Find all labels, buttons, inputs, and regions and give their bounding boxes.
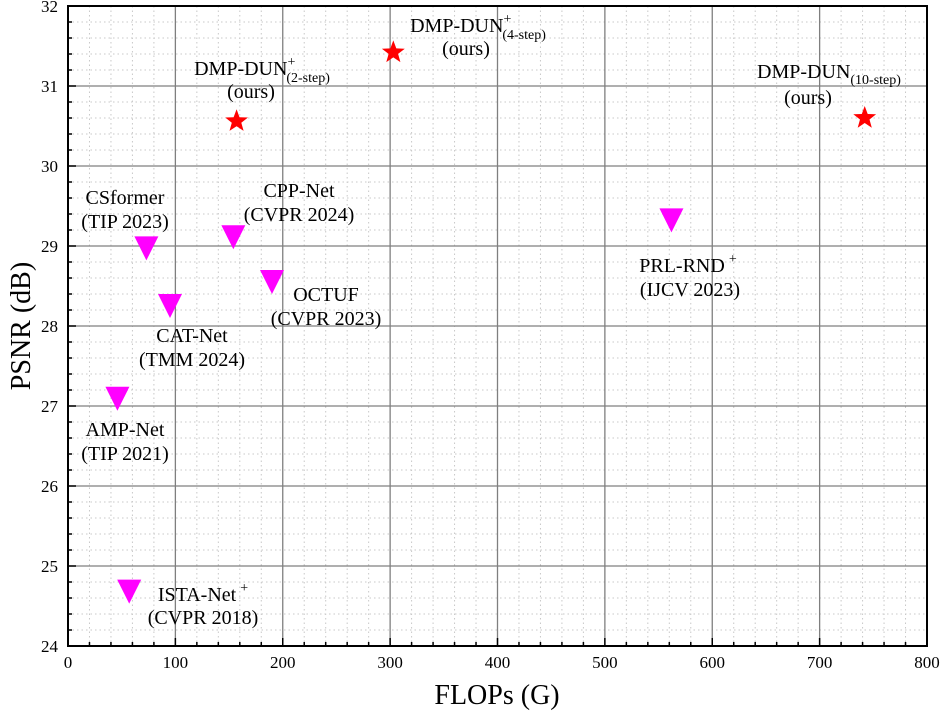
x-tick-label: 300	[377, 653, 403, 672]
y-tick-label: 24	[41, 637, 59, 656]
point-note: (TMM 2024)	[139, 349, 245, 371]
y-tick-label: 29	[41, 237, 58, 256]
x-tick-label: 200	[270, 653, 296, 672]
point-note: (ours)	[227, 81, 275, 103]
point-label: DMP-DUN+ (4-step)	[410, 12, 546, 43]
point-label: ISTA-Net +	[158, 581, 248, 606]
x-tick-label: 0	[64, 653, 73, 672]
data-markers	[105, 40, 877, 604]
star-marker-icon	[225, 109, 248, 131]
point-note: (ours)	[784, 87, 832, 109]
triangle-down-marker-icon	[260, 270, 285, 294]
x-tick-label: 100	[163, 653, 189, 672]
y-tick-labels: 24 25 26 27 28 29 30 31 32	[41, 0, 59, 656]
triangle-down-marker-icon	[134, 236, 159, 261]
triangle-down-marker-icon	[117, 579, 142, 604]
y-tick-label: 25	[41, 557, 58, 576]
triangle-down-marker-icon	[158, 294, 183, 318]
point-label: PRL-RND +	[639, 252, 737, 277]
star-marker-icon	[853, 106, 877, 128]
star-marker-icon	[381, 40, 405, 63]
point-note: (TIP 2021)	[81, 443, 169, 465]
y-tick-label: 30	[41, 157, 58, 176]
x-tick-labels: 0 100 200 300 400 500 600 700 800	[64, 653, 940, 672]
y-tick-label: 32	[41, 0, 58, 16]
y-axis-label: PSNR (dB)	[6, 262, 37, 390]
y-tick-label: 27	[41, 397, 59, 416]
triangle-down-marker-icon	[221, 225, 246, 250]
y-tick-label: 26	[41, 477, 58, 496]
point-note: (CVPR 2018)	[148, 607, 259, 629]
point-label: CPP-Net	[263, 180, 335, 202]
x-tick-label: 400	[485, 653, 511, 672]
point-label: DMP-DUN+ (2-step)	[194, 55, 330, 86]
point-annotations: DMP-DUN+ (2-step)(ours)DMP-DUN+ (4-step)(o…	[81, 12, 901, 629]
point-label: OCTUF	[293, 284, 359, 306]
y-tick-label: 28	[41, 317, 58, 336]
point-note: (CVPR 2023)	[271, 308, 382, 330]
point-note: (IJCV 2023)	[640, 279, 740, 301]
point-note: (ours)	[442, 38, 490, 60]
y-tick-label: 31	[41, 77, 58, 96]
x-tick-label: 500	[592, 653, 618, 672]
point-label: CSformer	[86, 187, 165, 209]
x-axis-label: FLOPs (G)	[434, 680, 559, 711]
triangle-down-marker-icon	[105, 386, 130, 411]
x-tick-label: 800	[914, 653, 940, 672]
point-note: (CVPR 2024)	[244, 204, 355, 226]
point-note: (TIP 2023)	[81, 211, 169, 233]
axis-ticks	[67, 5, 928, 647]
triangle-down-marker-icon	[659, 208, 684, 233]
x-tick-label: 700	[807, 653, 833, 672]
x-tick-label: 600	[700, 653, 726, 672]
point-label: AMP-Net	[86, 419, 165, 441]
point-label: CAT-Net	[156, 325, 228, 347]
point-label: DMP-DUN(10-step)	[757, 61, 901, 88]
